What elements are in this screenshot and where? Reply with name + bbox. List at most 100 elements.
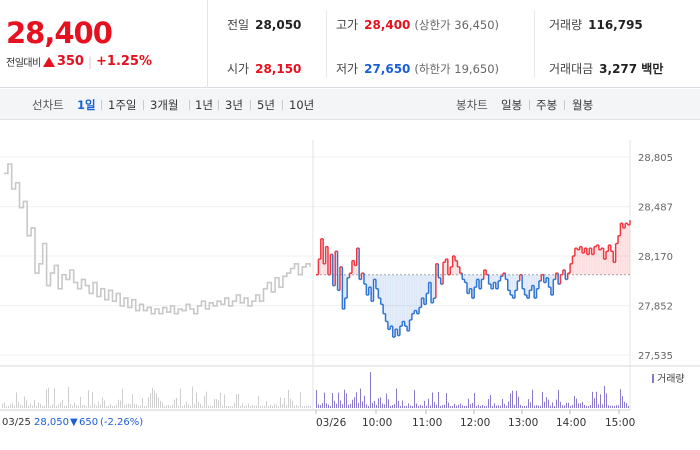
volume-bar bbox=[584, 404, 585, 408]
down-fill bbox=[375, 274, 379, 289]
prev-volume-bar bbox=[142, 397, 143, 408]
prev-volume-bar bbox=[292, 400, 293, 408]
volume-bar bbox=[498, 405, 499, 408]
x-tick-label: 12:00 bbox=[460, 417, 490, 429]
y-axis: 28,805 28,487 28,170 27,852 27,535 bbox=[638, 153, 673, 362]
prev-volume-bar bbox=[270, 404, 271, 408]
prev-volume-bar bbox=[98, 401, 99, 408]
tab-separator bbox=[250, 100, 251, 110]
down-fill bbox=[371, 274, 374, 302]
volume-bar bbox=[604, 386, 605, 408]
volume-bar bbox=[468, 398, 469, 408]
volume-bar bbox=[594, 398, 595, 408]
volume-bar bbox=[590, 405, 591, 408]
volume-bar bbox=[322, 403, 323, 408]
prev-volume-bar bbox=[186, 401, 187, 408]
x-tick-label: 10:00 bbox=[362, 417, 392, 429]
tab-candle-daily[interactable]: 일봉 bbox=[501, 98, 523, 112]
volume-bar bbox=[458, 404, 459, 408]
prev-volume-bar bbox=[196, 392, 197, 408]
volume-bar bbox=[452, 405, 453, 408]
prev-volume-bar bbox=[198, 401, 199, 408]
down-fill bbox=[423, 274, 427, 305]
volume-bar bbox=[492, 405, 493, 408]
prev-volume-bar bbox=[220, 392, 221, 408]
prev-volume-bar bbox=[192, 386, 193, 408]
prev-volume-bar bbox=[200, 403, 201, 408]
volume-bar bbox=[438, 392, 439, 408]
stat-divider bbox=[326, 10, 327, 78]
prev-volume-bar bbox=[256, 405, 257, 408]
volume-bar bbox=[618, 405, 619, 408]
volume-bar bbox=[470, 404, 471, 408]
prev-volume-bar bbox=[132, 394, 133, 408]
tab-candle-monthly[interactable]: 월봉 bbox=[572, 98, 594, 112]
volume-bar bbox=[558, 389, 559, 408]
volume-bar bbox=[358, 403, 359, 408]
tab-candle-weekly[interactable]: 주봉 bbox=[536, 98, 558, 112]
prev-volume-bar bbox=[248, 403, 249, 408]
volume-legend: 거래량 bbox=[657, 373, 685, 385]
volume-bar bbox=[406, 405, 407, 408]
tab-period-10y[interactable]: 10년 bbox=[289, 98, 315, 112]
up-fill bbox=[596, 245, 600, 275]
volume-bar bbox=[478, 404, 479, 408]
down-fill bbox=[431, 274, 434, 303]
prev-volume-bar bbox=[22, 405, 23, 408]
prev-volume-bar bbox=[4, 402, 5, 408]
prev-volume-bar bbox=[282, 404, 283, 408]
prev-volume-bar bbox=[162, 402, 163, 408]
up-fill bbox=[567, 273, 571, 275]
prev-volume-bar bbox=[260, 405, 261, 408]
volume-bar bbox=[366, 404, 367, 408]
down-fill bbox=[399, 274, 403, 327]
volume-bar bbox=[454, 403, 455, 408]
prev-day-line bbox=[4, 163, 311, 315]
down-fill bbox=[380, 274, 384, 305]
down-fill bbox=[363, 274, 367, 285]
volume-bar bbox=[462, 405, 463, 408]
volume-bar bbox=[466, 405, 467, 408]
volume-bar bbox=[318, 404, 319, 408]
stat-volume-value: 116,795 bbox=[588, 18, 643, 32]
down-fill bbox=[495, 274, 499, 289]
up-fill bbox=[457, 266, 461, 275]
up-fill bbox=[555, 273, 559, 275]
down-fill bbox=[407, 274, 410, 331]
up-fill bbox=[594, 246, 597, 275]
tab-period-1w[interactable]: 1주일 bbox=[108, 98, 137, 112]
prev-volume-bar bbox=[172, 404, 173, 408]
stat-volume-label: 거래량 bbox=[549, 18, 583, 32]
prev-volume-bar bbox=[120, 400, 121, 408]
down-fill bbox=[493, 274, 497, 283]
volume-bar bbox=[356, 392, 357, 408]
volume-bar bbox=[586, 405, 587, 408]
tab-period-5y[interactable]: 5년 bbox=[257, 98, 275, 112]
down-fill bbox=[514, 274, 518, 291]
volume-bar bbox=[328, 404, 329, 408]
chart-tabs: 선차트 1일 1주일 3개월 1년 3년 5년 10년 봉차트 일봉 주봉 월봉 bbox=[0, 89, 700, 120]
stat-amount: 거래대금 3,277 백만 bbox=[549, 60, 663, 77]
tab-period-3m[interactable]: 3개월 bbox=[150, 98, 179, 112]
prev-volume-bar bbox=[180, 388, 181, 408]
tab-separator bbox=[564, 100, 565, 110]
volume-bar bbox=[608, 405, 609, 408]
up-fill bbox=[589, 248, 592, 275]
prev-volume-bar bbox=[234, 402, 235, 408]
down-fill bbox=[517, 274, 521, 281]
volume-bar bbox=[390, 405, 391, 408]
tab-period-3y[interactable]: 3년 bbox=[225, 98, 243, 112]
prev-volume-bar bbox=[244, 405, 245, 408]
tab-period-1d[interactable]: 1일 bbox=[77, 98, 96, 112]
up-fill bbox=[339, 266, 343, 275]
down-fill bbox=[344, 274, 348, 299]
prev-volume-bar bbox=[280, 397, 281, 408]
prev-volume-bar bbox=[308, 405, 309, 408]
tab-period-1y[interactable]: 1년 bbox=[195, 98, 213, 112]
prev-volume-bar bbox=[90, 405, 91, 408]
price-chart[interactable]: 28,805 28,487 28,170 27,852 27,535 03/26 10:0… bbox=[0, 121, 700, 450]
volume-bar bbox=[440, 405, 441, 408]
up-fill bbox=[452, 256, 456, 275]
volume-bar bbox=[508, 401, 509, 408]
prev-volume-bar bbox=[170, 405, 171, 408]
